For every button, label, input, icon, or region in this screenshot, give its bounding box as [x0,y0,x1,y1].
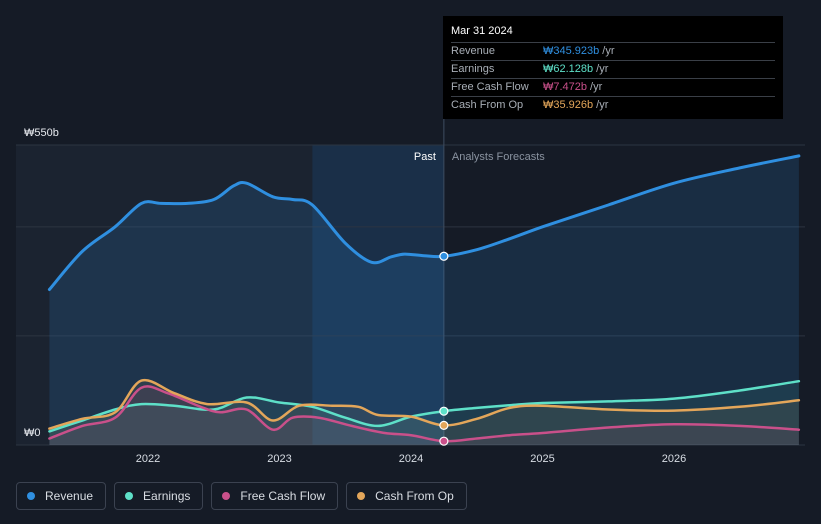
legend-dot-icon [27,492,35,500]
tooltip-unit: /yr [596,99,609,111]
tooltip-unit: /yr [602,45,615,57]
x-tick-2023: 2023 [267,453,291,465]
revenue-marker [439,251,449,261]
tooltip-row-cash-from-op: Cash From Op ₩35.926b/yr [451,96,775,114]
tooltip-row-free-cash-flow: Free Cash Flow ₩7.472b/yr [451,78,775,96]
earnings-line [48,379,801,433]
x-tick-2024: 2024 [399,453,423,465]
tooltip-name: Revenue [451,45,496,57]
legend-item-earnings[interactable]: Earnings [114,482,204,510]
tooltip-unit: /yr [596,63,609,75]
tooltip: Mar 31 2024 Revenue ₩345.923b/yr Earnings ₩… [443,16,783,119]
legend-label: Free Cash Flow [240,489,326,503]
earnings-marker [439,406,449,416]
legend-dot-icon [222,492,231,500]
legend-item-cash-from-op[interactable]: Cash From Op [346,482,467,510]
free-cash-flow-area [49,386,799,445]
legend-label: Revenue [45,489,94,503]
legend-label: Earnings [143,489,191,503]
tooltip-name: Earnings [451,63,495,75]
cash-from-op-area [49,380,799,445]
x-tick-2022: 2022 [136,453,160,465]
y-min-label: ₩0 [24,427,41,439]
tooltip-value: ₩7.472b [543,81,588,93]
legend-dot-icon [357,492,366,500]
y-max-label: ₩550b [24,127,59,139]
x-tick-2026: 2026 [662,453,686,465]
tooltip-name: Cash From Op [451,99,524,111]
x-tick-2025: 2025 [530,453,554,465]
tooltip-row-revenue: Revenue ₩345.923b/yr [451,42,775,60]
earnings-area [49,381,799,445]
past-highlight [312,145,444,445]
revenue-area [49,155,799,445]
legend: Revenue Earnings Free Cash Flow Cash From O… [16,482,467,510]
tooltip-value: ₩62.128b [543,63,594,75]
free-cash-flow-line [48,385,801,443]
tooltip-value: ₩35.926b [543,99,594,111]
cash-from-op-marker [439,420,449,430]
tooltip-name: Free Cash Flow [451,81,529,93]
tooltip-date: Mar 31 2024 [451,25,513,37]
forecast-label: Analysts Forecasts [452,151,545,163]
legend-dot-icon [125,492,134,500]
legend-item-revenue[interactable]: Revenue [16,482,107,510]
cash-from-op-line [48,378,801,430]
past-label: Past [414,151,436,163]
tooltip-row-earnings: Earnings ₩62.128b/yr [451,60,775,78]
tooltip-unit: /yr [590,81,603,93]
revenue-line [47,154,801,291]
free-cash-flow-marker [439,436,449,446]
legend-item-free-cash-flow[interactable]: Free Cash Flow [211,482,339,510]
legend-label: Cash From Op [375,489,454,503]
tooltip-value: ₩345.923b [543,45,600,57]
